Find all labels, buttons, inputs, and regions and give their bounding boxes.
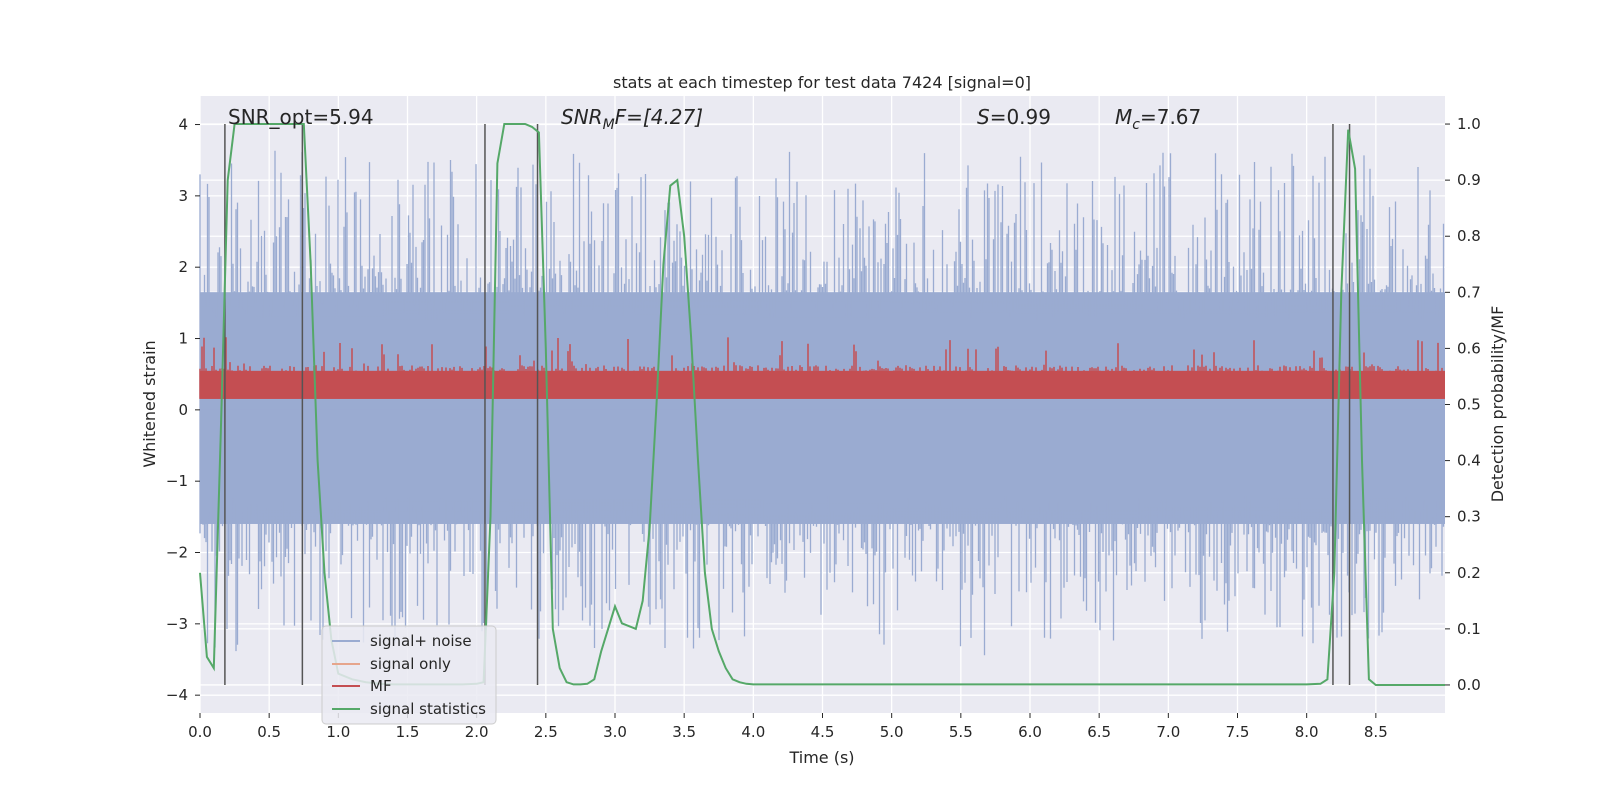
y-tick-label-right: 0.9: [1457, 171, 1481, 189]
y-tick-label-right: 0.7: [1457, 283, 1481, 301]
annotation-s-symbol: S: [977, 105, 990, 129]
annotation-snr-mf-main: SNR: [561, 105, 603, 129]
x-tick-label: 2.5: [534, 723, 558, 741]
y-tick-label-right: 0.8: [1457, 227, 1481, 245]
y-tick-label-left: 3: [178, 187, 188, 205]
annotation-mc: Mc=7.67: [1115, 105, 1201, 133]
y-tick-label-right: 0.4: [1457, 452, 1481, 470]
legend-label-signal-noise: signal+ noise: [370, 632, 472, 650]
series-signal-statistics: [199, 123, 1445, 686]
noise-lower-spikes: [199, 409, 1445, 656]
x-tick-label: 0.5: [257, 723, 281, 741]
x-tick-label: 7.0: [1156, 723, 1180, 741]
series-signal-noise: [199, 150, 1445, 656]
y-tick-label-right: 0.2: [1457, 564, 1481, 582]
x-tick-label: 5.0: [880, 723, 904, 741]
y-tick-label-left: −3: [166, 615, 188, 633]
annotation-snr-mf: SNRMF=[4.27]: [561, 105, 703, 133]
x-tick-label: 0.0: [188, 723, 212, 741]
y-tick-label-left: 2: [178, 258, 188, 276]
noise-upper-spikes: [199, 150, 1445, 410]
legend: signal+ noise signal only MF signal stat…: [321, 625, 497, 725]
axis-ticks: 0.0 0.5 1.0 1.5 2.0 2.5 3.0 3.5 4.0 4.5 5.0 5.5 6.0 6…: [166, 115, 1481, 741]
y-tick-label-right: 0.5: [1457, 396, 1481, 414]
mf-spikes: [199, 337, 1445, 399]
legend-label-signal-statistics: signal statistics: [370, 700, 486, 718]
annotation-mc-symbol: M: [1115, 105, 1132, 129]
x-tick-label: 6.5: [1087, 723, 1111, 741]
y-tick-label-left: 4: [178, 116, 188, 134]
legend-label-mf: MF: [370, 677, 392, 695]
chart-title: stats at each timestep for test data 742…: [613, 73, 1031, 92]
y-tick-label-left: 1: [178, 330, 188, 348]
y-tick-label-left: −4: [166, 686, 188, 704]
x-tick-label: 8.5: [1364, 723, 1388, 741]
y-tick-label-left: −1: [166, 472, 188, 490]
x-tick-label: 2.0: [465, 723, 489, 741]
y-tick-label-left: 0: [178, 401, 188, 419]
y-tick-label-right: 0.3: [1457, 508, 1481, 526]
annotation-s-value: =0.99: [990, 105, 1051, 129]
legend-label-signal-only: signal only: [370, 655, 451, 673]
y-axis-label-right: Detection probability/MF: [1488, 306, 1507, 503]
y-tick-label-right: 1.0: [1457, 115, 1481, 133]
x-tick-label: 3.0: [603, 723, 627, 741]
legend-box: [321, 625, 497, 725]
signal-statistics-line: [199, 123, 1445, 686]
annotation-snr-opt: SNR_opt=5.94: [228, 105, 374, 129]
annotation-s: S=0.99: [977, 105, 1051, 129]
x-tick-label: 4.0: [741, 723, 765, 741]
annotation-mc-subscript: c: [1132, 117, 1140, 133]
y-tick-label-right: 0.0: [1457, 676, 1481, 694]
x-tick-label: 8.0: [1295, 723, 1319, 741]
series-mf: [199, 337, 1445, 399]
y-tick-label-right: 0.1: [1457, 620, 1481, 638]
x-tick-label: 3.5: [672, 723, 696, 741]
y-tick-label-left: −2: [166, 544, 188, 562]
x-tick-label: 5.5: [949, 723, 973, 741]
x-tick-label: 7.5: [1226, 723, 1250, 741]
annotation-snr-mf-value: F=[4.27]: [615, 105, 703, 129]
x-tick-label: 1.5: [396, 723, 420, 741]
annotation-mc-value: =7.67: [1140, 105, 1201, 129]
plot-area: [199, 123, 1445, 686]
y-axis-label-left: Whitened strain: [140, 340, 159, 467]
x-axis-label: Time (s): [788, 748, 854, 767]
y-tick-label-right: 0.6: [1457, 339, 1481, 357]
x-tick-label: 6.0: [1018, 723, 1042, 741]
x-tick-label: 4.5: [811, 723, 835, 741]
annotation-snr-mf-subscript: M: [603, 117, 615, 133]
x-tick-label: 1.0: [326, 723, 350, 741]
